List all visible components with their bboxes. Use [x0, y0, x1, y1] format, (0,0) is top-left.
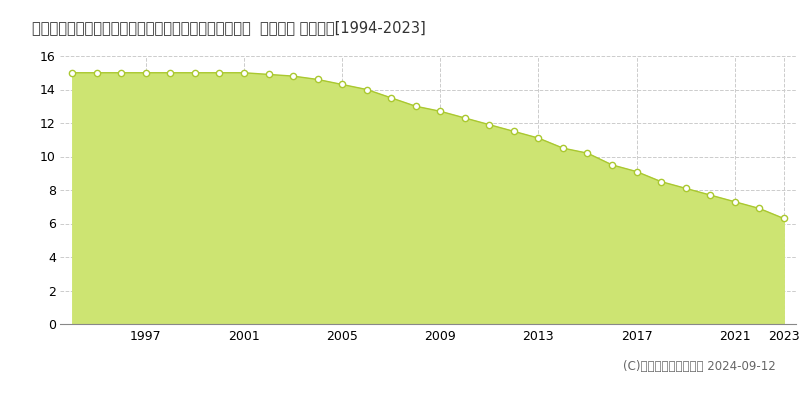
Text: (C)土地価格ドットコム 2024-09-12: (C)土地価格ドットコム 2024-09-12	[623, 360, 776, 372]
Text: 和歌山県日高郡由良町大字阿戸字木場坪１００１番１８  地価公示 地価推移[1994-2023]: 和歌山県日高郡由良町大字阿戸字木場坪１００１番１８ 地価公示 地価推移[1994…	[32, 20, 426, 35]
